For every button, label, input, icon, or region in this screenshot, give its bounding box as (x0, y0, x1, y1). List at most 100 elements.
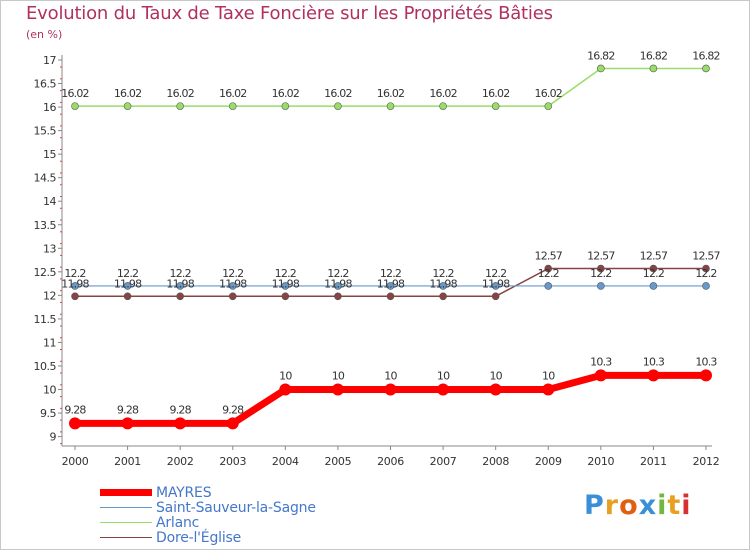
x-tick-label: 2008 (482, 455, 509, 468)
data-point (649, 64, 658, 73)
data-label: 16.02 (61, 87, 89, 100)
y-tick-label: 15.5 (34, 125, 57, 138)
y-axis-unit-label: (en %) (26, 28, 63, 41)
data-point (439, 292, 447, 301)
x-tick-label: 2005 (325, 455, 352, 468)
data-point (542, 383, 555, 396)
data-label: 10 (542, 370, 555, 383)
data-label: 12.2 (643, 267, 664, 280)
data-label: 16.82 (640, 49, 668, 62)
data-label: 12.2 (485, 267, 506, 280)
logo-letter: r (604, 490, 620, 521)
data-point (71, 102, 79, 110)
x-tick-label: 2009 (535, 455, 562, 468)
data-label: 10 (437, 370, 450, 383)
data-point (281, 282, 290, 290)
x-tick-label: 2002 (167, 455, 194, 468)
data-point (121, 417, 134, 430)
data-point (649, 282, 658, 290)
legend-swatch (100, 536, 152, 539)
y-tick-label: 14.5 (34, 172, 57, 185)
data-point (649, 264, 658, 273)
data-label: 10.3 (590, 355, 612, 368)
data-point (331, 383, 344, 396)
data-label: 16.82 (587, 49, 615, 62)
data-point (489, 383, 502, 396)
data-point (702, 64, 710, 73)
data-point (597, 264, 605, 273)
y-tick-label: 16.5 (34, 78, 57, 91)
data-label: 11.98 (61, 277, 89, 290)
data-label: 16.02 (377, 87, 405, 100)
x-tick-label: 2012 (693, 455, 720, 468)
data-label: 16.02 (324, 87, 352, 100)
data-point (334, 102, 342, 110)
y-tick-label: 11.5 (34, 313, 57, 326)
data-label: 10 (332, 370, 345, 383)
data-point (544, 264, 553, 273)
data-point (491, 292, 500, 301)
data-label: 11.98 (324, 277, 352, 290)
data-label: 12.2 (590, 267, 611, 280)
data-label: 16.02 (535, 87, 563, 100)
data-point (700, 369, 712, 382)
y-tick-label: 12 (43, 289, 56, 302)
data-label: 10 (489, 370, 502, 383)
x-tick-label: 2011 (640, 455, 667, 468)
data-point (69, 417, 81, 430)
legend-item: Dore-l'Église (100, 530, 241, 546)
logo-letter: i (681, 490, 692, 521)
data-label: 11.98 (482, 277, 510, 290)
data-label: 16.02 (114, 87, 142, 100)
y-tick-label: 14 (43, 195, 56, 208)
data-point (437, 383, 450, 396)
data-label: 12.57 (535, 250, 563, 263)
data-label: 11.98 (114, 277, 142, 290)
data-label: 11.98 (219, 277, 247, 290)
data-label: 12.2 (117, 267, 138, 280)
data-point (281, 102, 290, 110)
data-point (597, 64, 605, 73)
data-point (123, 102, 132, 110)
y-tick-label: 9 (50, 431, 57, 444)
data-label: 16.02 (272, 87, 300, 100)
chart-title: Evolution du Taux de Taxe Foncière sur l… (26, 3, 553, 24)
data-point (123, 292, 132, 301)
data-label: 10 (279, 370, 292, 383)
y-tick-label: 12.5 (34, 266, 57, 279)
x-tick-label: 2007 (430, 455, 457, 468)
data-point (71, 292, 79, 301)
data-label: 10.3 (643, 355, 665, 368)
data-label: 12.2 (380, 267, 401, 280)
data-point (386, 292, 395, 301)
legend-item: Arlanc (100, 515, 199, 531)
x-tick-label: 2010 (587, 455, 614, 468)
proxiti-logo: Proxiti (584, 490, 692, 521)
data-label: 16.02 (482, 87, 510, 100)
data-point (228, 282, 237, 290)
data-point (174, 417, 187, 430)
x-tick-label: 2001 (114, 455, 141, 468)
y-tick-label: 11 (43, 336, 56, 349)
data-point (439, 282, 447, 290)
legend-item: MAYRES (100, 485, 212, 501)
data-point (228, 102, 237, 110)
data-point (384, 383, 397, 396)
y-tick-label: 13.5 (34, 219, 57, 232)
data-label: 10 (384, 370, 397, 383)
logo-letter: t (667, 490, 682, 521)
data-point (386, 102, 395, 110)
data-point (334, 292, 342, 301)
data-point (176, 292, 184, 301)
legend-item: Saint-Sauveur-la-Sagne (100, 500, 316, 516)
x-tick-label: 2006 (377, 455, 404, 468)
data-label: 16.02 (166, 87, 194, 100)
y-tick-label: 17 (43, 54, 56, 67)
data-label: 12.2 (538, 267, 559, 280)
data-point (544, 102, 553, 110)
data-point (702, 264, 710, 273)
data-point (491, 102, 500, 110)
data-label: 10.3 (695, 355, 717, 368)
y-tick-label: 15 (43, 148, 56, 161)
